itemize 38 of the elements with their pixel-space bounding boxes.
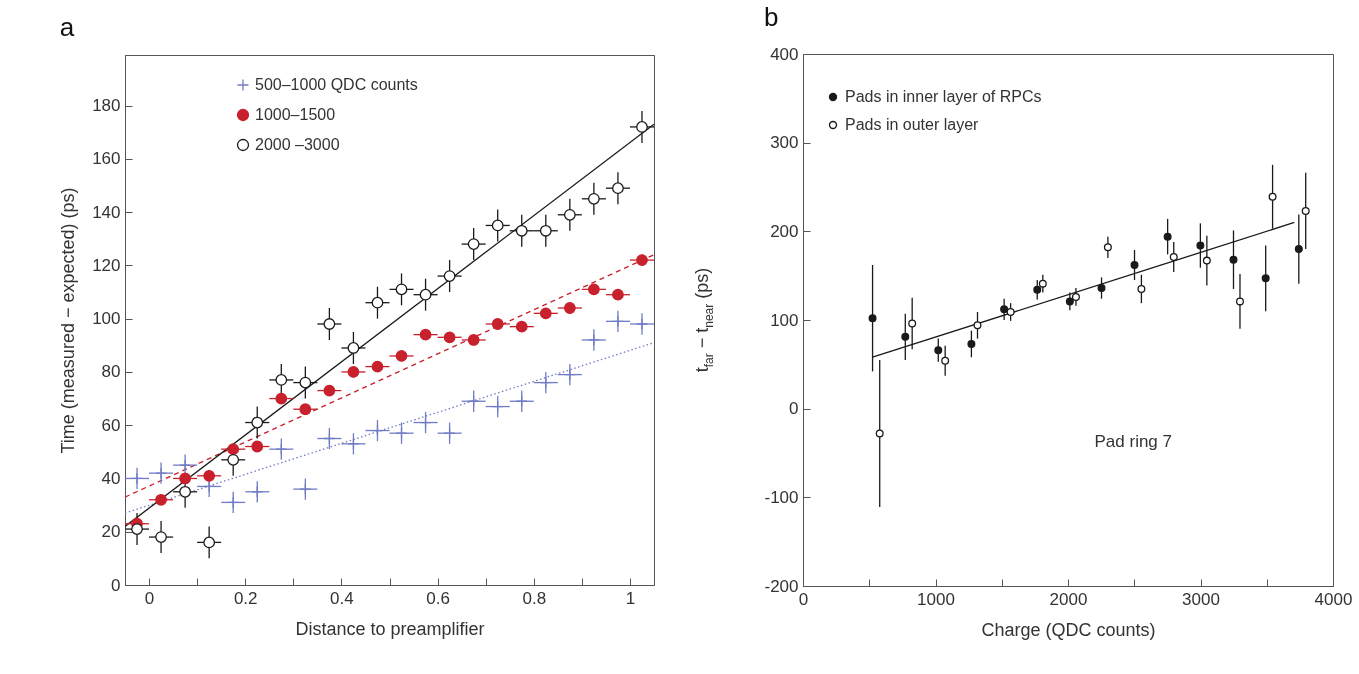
x-tick-label: 0.8 [522,588,547,608]
y-tick-label: 100 [770,310,799,330]
y-axis-title: Time (measured − expected) (ps) [58,187,79,454]
y-tick-label: 80 [101,362,121,382]
y-tick-label: 100 [92,309,121,329]
x-tick-label: 0.6 [426,588,450,608]
y-tick-label: -100 [764,487,799,507]
y-tick-label: 180 [92,96,121,116]
y-tick-label: 140 [92,202,121,222]
x-tick-label: 0 [144,588,155,608]
y-tick-label: 0 [111,575,121,595]
legend-label: 2000 –3000 [255,136,340,153]
x-axis-title: Distance to preamplifier [295,618,485,639]
chart-title: b [763,2,779,32]
y-tick-label: 20 [101,522,121,542]
y-tick-label: 120 [92,255,121,275]
legend-label: Pads in outer layer [845,116,980,133]
y-tick-label: 0 [789,399,799,419]
x-tick-label: 1 [625,588,636,608]
legend-label: 500–1000 QDC counts [255,76,418,93]
x-tick-label: 1000 [917,589,955,609]
x-tick-label: 0.2 [233,588,258,608]
y-tick-label: -200 [764,576,799,596]
y-tick-label: 40 [101,468,121,488]
x-axis-title: Charge (QDC counts) [981,619,1156,640]
y-tick-label: 160 [92,149,121,169]
legend-label: 1000–1500 [255,106,336,123]
chart-title: a [59,12,75,42]
x-tick-label: 4000 [1314,589,1353,609]
x-tick-label: 0.4 [330,588,354,608]
x-tick-label: 3000 [1182,589,1220,609]
y-tick-label: 400 [770,44,799,64]
y-tick-label: 300 [770,133,799,153]
annotation: Pad ring 7 [1094,432,1172,452]
legend-label: Pads in inner layer of RPCs [845,88,1042,105]
y-tick-label: 200 [770,221,799,241]
y-tick-label: 60 [101,415,121,435]
x-tick-label: 2000 [1049,589,1088,609]
